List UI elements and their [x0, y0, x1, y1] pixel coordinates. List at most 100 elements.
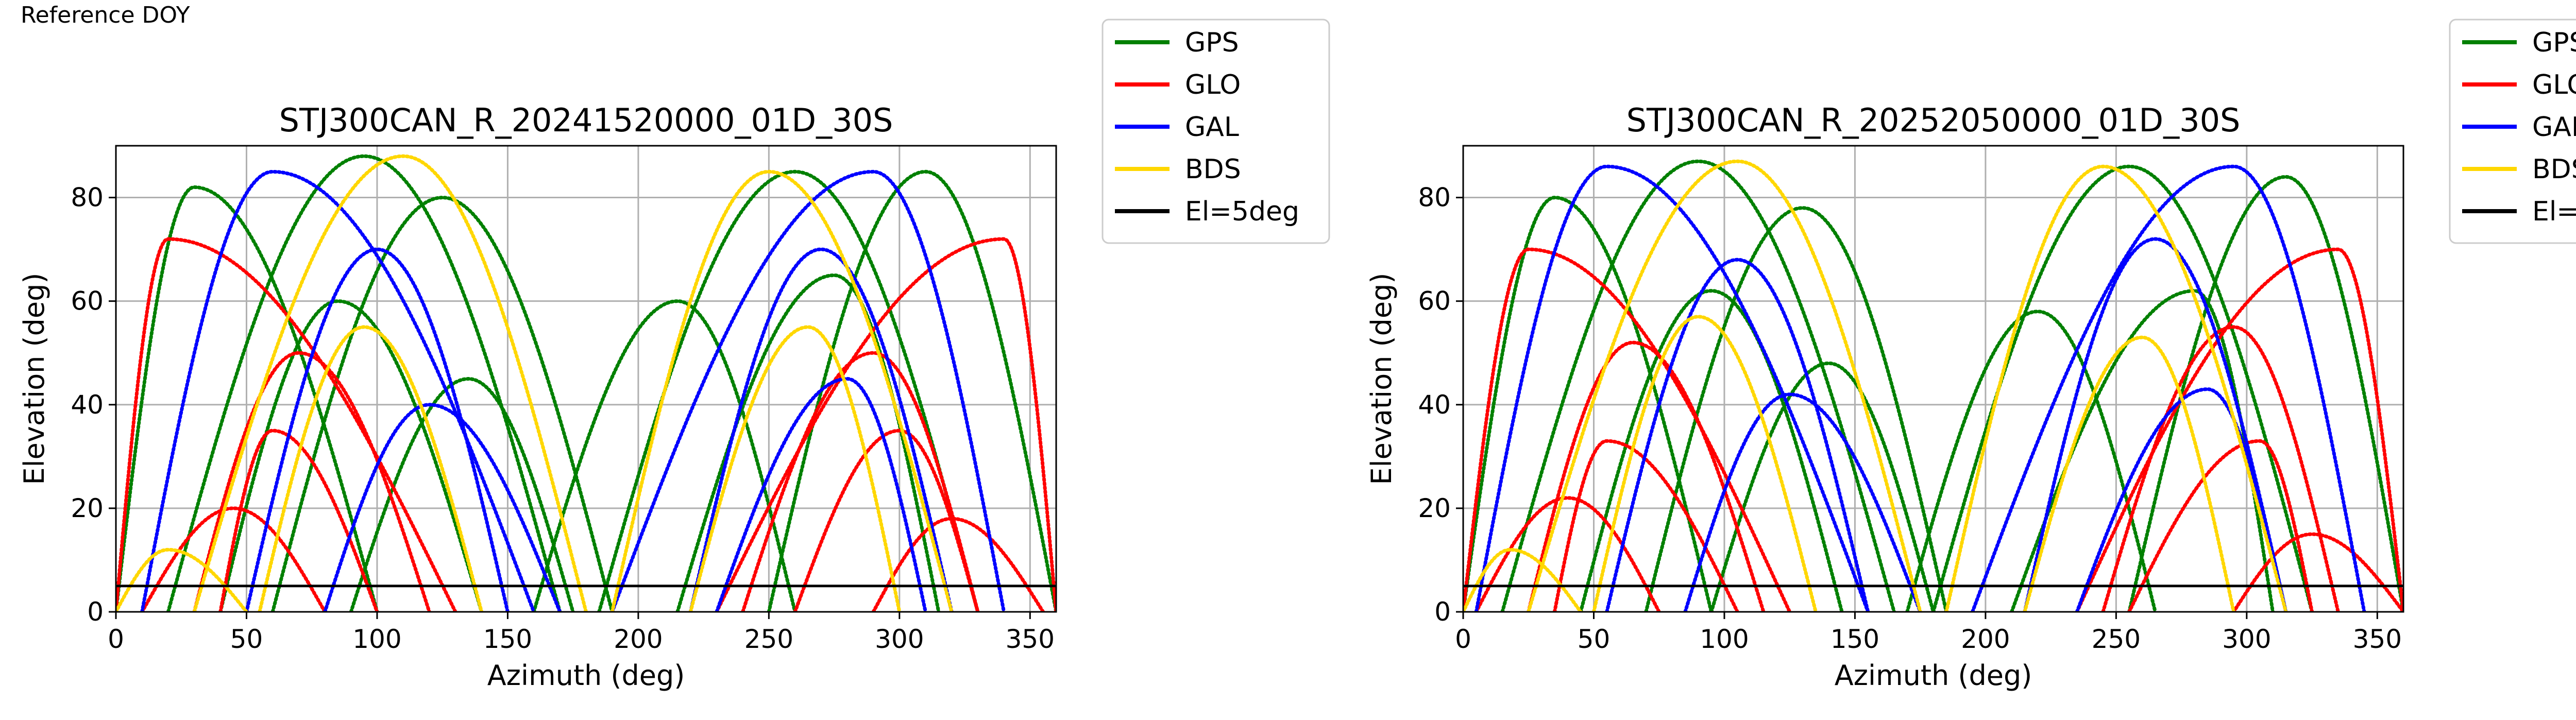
- satellite-track: [610, 169, 1006, 612]
- legend-box: [1101, 19, 1330, 244]
- series-gps: [1463, 159, 2403, 612]
- x-tick-label: 350: [2353, 624, 2402, 654]
- satellite-track: [323, 403, 562, 612]
- satellite-track: [245, 247, 510, 612]
- legend-label: GPS: [1185, 27, 1239, 58]
- chart-title: STJ300CAN_R_20252050000_01D_30S: [1626, 101, 2241, 139]
- satellite-track: [2101, 325, 2340, 612]
- plot-frame: [1462, 145, 2404, 613]
- x-tick-label: 100: [1700, 624, 1749, 654]
- satellite-track: [116, 237, 457, 612]
- legend-label: El=5deg: [1185, 196, 1299, 227]
- satellite-track: [715, 376, 927, 612]
- satellite-track: [140, 506, 327, 612]
- legend-label: BDS: [1185, 154, 1241, 185]
- y-axis-label: Elevation (deg): [18, 273, 50, 485]
- x-tick-label: 250: [2092, 624, 2141, 654]
- satellite-track: [610, 169, 954, 612]
- legend-label: GAL: [1185, 112, 1239, 143]
- legend-label: GLO: [1185, 70, 1241, 100]
- satellite-track: [1605, 258, 1870, 612]
- satellite-track: [116, 547, 248, 612]
- y-tick-label: 0: [1434, 597, 1451, 627]
- satellite-track: [793, 428, 980, 612]
- satellite-track: [1579, 289, 1844, 612]
- x-tick-label: 200: [614, 624, 663, 654]
- satellite-track: [1592, 315, 1818, 612]
- satellite-track: [1527, 159, 1922, 612]
- x-tick-label: 150: [1831, 624, 1879, 654]
- chart-panel-1: 0 50 100 150 200 250 300 350 0 20 40 60 80 STJ300CAN_…: [18, 19, 1330, 692]
- data-layer: [1463, 159, 2403, 612]
- x-tick-label: 300: [875, 624, 924, 654]
- satellite-track: [1474, 496, 1661, 612]
- series-bds: [1463, 159, 2288, 612]
- satellite-track: [2023, 335, 2235, 612]
- y-tick-label: 0: [87, 597, 104, 627]
- y-tick-label: 60: [1418, 286, 1451, 316]
- y-tick-label: 20: [1418, 493, 1451, 523]
- satellite-track: [270, 196, 614, 612]
- satellite-track: [192, 351, 431, 612]
- satellite-track: [741, 351, 980, 612]
- y-tick-label: 80: [71, 183, 104, 213]
- x-tick-label: 100: [352, 624, 401, 654]
- x-tick-label: 0: [1455, 624, 1471, 654]
- series-glo: [1463, 247, 2403, 612]
- x-tick-label: 50: [230, 624, 263, 654]
- satellite-track: [349, 376, 575, 612]
- chart-panel-2: 0 50 100 150 200 250 300 350 0 20 40 60 80 STJ300CAN_…: [1365, 19, 2576, 692]
- satellite-track: [1971, 164, 2366, 612]
- data-layer: [116, 154, 1056, 612]
- legend: GPS GLO GAL BDS El=5deg: [1101, 19, 1330, 244]
- satellite-track: [688, 325, 902, 612]
- legend-label: GAL: [2532, 112, 2576, 143]
- legend-label: GLO: [2532, 70, 2576, 100]
- y-axis-label: Elevation (deg): [1365, 273, 1398, 485]
- legend: GPS GLO GAL BDS El=5deg: [2449, 19, 2576, 244]
- satellite-track: [258, 325, 484, 612]
- series-gal: [1474, 164, 2366, 612]
- x-axis-label: Azimuth (deg): [1835, 659, 2032, 692]
- satellite-track: [218, 299, 484, 612]
- series-gal: [140, 169, 1006, 612]
- satellite-track: [1500, 159, 1896, 612]
- satellite-track: [871, 517, 1045, 612]
- plot-frame: [115, 145, 1057, 613]
- x-tick-label: 50: [1578, 624, 1611, 654]
- x-tick-label: 150: [483, 624, 532, 654]
- satellite-track: [1905, 310, 2157, 612]
- y-tick-label: 20: [71, 493, 104, 523]
- x-tick-label: 0: [108, 624, 124, 654]
- y-tick-label: 40: [1418, 390, 1451, 420]
- x-tick-label: 350: [1006, 624, 1055, 654]
- satellite-track: [1463, 547, 1583, 612]
- chart-title: STJ300CAN_R_20241520000_01D_30S: [279, 101, 893, 139]
- x-tick-label: 200: [1961, 624, 2010, 654]
- satellite-track: [218, 428, 379, 612]
- satellite-track: [1552, 439, 1739, 612]
- satellite-track: [2075, 247, 2403, 612]
- satellite-track: [2127, 439, 2314, 612]
- reference-doy-label: Reference DOY: [21, 2, 190, 28]
- legend-label: GPS: [2532, 27, 2576, 58]
- x-tick-label: 300: [2222, 624, 2271, 654]
- satellite-track: [715, 237, 1056, 612]
- satellite-track: [1683, 392, 1922, 612]
- series-glo: [116, 237, 1056, 612]
- legend-label: El=5deg: [2532, 196, 2576, 227]
- satellite-track: [166, 154, 562, 612]
- y-tick-label: 60: [71, 286, 104, 316]
- satellite-track: [1709, 361, 1935, 612]
- satellite-track: [1944, 164, 2288, 612]
- satellite-track: [1644, 206, 1948, 612]
- y-tick-label: 80: [1418, 183, 1451, 213]
- satellite-track: [2232, 532, 2403, 612]
- satellite-track: [2023, 237, 2288, 612]
- satellite-track: [2075, 387, 2288, 612]
- satellite-track: [688, 247, 954, 612]
- satellite-track: [192, 154, 588, 612]
- legend-label: BDS: [2532, 154, 2576, 185]
- series-bds: [116, 154, 954, 612]
